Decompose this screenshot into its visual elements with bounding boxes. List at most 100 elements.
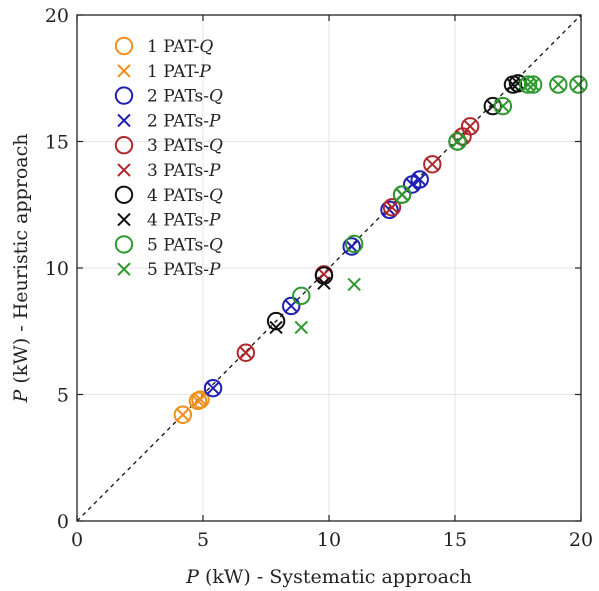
series-1-pat-q	[173, 390, 210, 424]
legend-label: 4 PATs-Q	[147, 186, 223, 206]
circle-marker	[342, 237, 361, 256]
series-2-pats-p	[206, 172, 427, 395]
x-marker	[269, 320, 283, 335]
legend-label-var: P	[208, 161, 221, 181]
x-marker	[413, 172, 427, 187]
circle-marker	[493, 96, 513, 116]
x-marker	[193, 392, 208, 407]
circle-marker	[292, 286, 311, 306]
legend-label-var: Q	[209, 235, 223, 255]
legend-circle-marker	[114, 136, 134, 155]
x-marker	[526, 77, 540, 92]
y-tick-label: 10	[45, 258, 69, 280]
y-tick-label: 5	[57, 385, 69, 407]
legend-label-prefix: 3 PATs-	[147, 161, 209, 181]
circle-marker	[382, 198, 402, 217]
legend-item: 2 PATs-P	[117, 111, 221, 131]
legend-label: 1 PAT-Q	[147, 37, 213, 57]
circle-marker	[523, 75, 543, 94]
x-axis-label-var: P	[185, 566, 200, 588]
circle-marker	[392, 185, 412, 204]
x-marker	[521, 77, 535, 92]
legend-item: 3 PATs-P	[117, 161, 221, 181]
legend-label-var: P	[208, 260, 221, 280]
legend-x-marker	[117, 212, 131, 227]
legend-x-marker	[117, 262, 131, 276]
y-axis-label: P (kW) - Heuristic approach	[10, 134, 32, 404]
y-tick-label: 0	[57, 511, 69, 533]
x-marker	[206, 381, 220, 395]
x-marker	[551, 77, 566, 92]
legend-label-var: Q	[209, 136, 223, 156]
series-5-pats-p	[294, 77, 586, 335]
legend-circle-marker	[114, 86, 134, 105]
legend-item: 5 PATs-Q	[114, 235, 223, 255]
circle-marker	[191, 390, 210, 409]
x-tick-label: 15	[443, 529, 467, 551]
circle-marker	[282, 296, 301, 316]
legend: 1 PAT-Q1 PAT-P2 PATs-Q2 PATs-P3 PATs-Q3 …	[114, 36, 223, 280]
x-tick-label: 20	[569, 529, 593, 551]
legend-item: 2 PATs-Q	[114, 86, 223, 107]
x-marker	[496, 99, 510, 113]
legend-label-prefix: 3 PATs-	[147, 136, 209, 156]
y-tick-label: 15	[45, 132, 69, 154]
legend-label-prefix: 5 PATs-	[147, 260, 209, 280]
legend-item: 5 PATs-P	[117, 260, 221, 280]
series-3-pats-q	[236, 117, 480, 362]
legend-x-marker	[117, 64, 131, 78]
legend-circle-marker	[114, 185, 134, 205]
circle-marker	[423, 155, 442, 174]
legend-x-marker	[117, 113, 131, 128]
x-marker	[176, 408, 190, 422]
x-tick-label: 10	[317, 529, 341, 551]
x-marker	[395, 187, 409, 202]
legend-label-var: Q	[209, 186, 223, 206]
x-marker	[571, 77, 586, 92]
legend-item: 1 PAT-P	[117, 62, 211, 82]
legend-item: 4 PATs-Q	[114, 185, 223, 206]
legend-label-var: P	[198, 62, 211, 82]
legend-label: 2 PATs-Q	[147, 87, 223, 107]
legend-circle-marker	[114, 235, 134, 254]
x-marker	[425, 157, 440, 171]
legend-label-var: Q	[209, 87, 223, 107]
legend-label: 1 PAT-P	[147, 62, 211, 82]
circle-marker	[410, 170, 429, 189]
circle-marker	[549, 75, 568, 94]
circle-marker	[448, 132, 467, 151]
y-axis-label-var: P	[10, 388, 32, 403]
circle-marker	[236, 343, 256, 362]
x-marker	[294, 320, 308, 335]
legend-circle-marker	[114, 36, 134, 56]
legend-label-prefix: 4 PATs-	[147, 211, 209, 231]
circle-marker	[483, 96, 502, 116]
legend-label-var: P	[208, 111, 221, 131]
legend-label: 4 PATs-P	[147, 211, 221, 231]
series-1-pat-p	[176, 392, 208, 422]
series-2-pats-q	[203, 170, 429, 398]
data-points	[173, 74, 588, 424]
legend-item: 4 PATs-P	[117, 211, 221, 231]
legend-label-var: P	[208, 211, 221, 231]
x-marker	[317, 276, 331, 290]
x-tick-label: 5	[197, 529, 209, 551]
x-marker	[450, 134, 465, 149]
legend-label: 5 PATs-P	[147, 260, 221, 280]
y-tick-label: 20	[45, 5, 69, 27]
legend-label-prefix: 4 PATs-	[147, 186, 209, 206]
legend-label-prefix: 5 PATs-	[147, 235, 209, 255]
legend-label-prefix: 1 PAT-	[147, 62, 199, 82]
legend-label: 3 PATs-P	[147, 161, 221, 181]
legend-label-prefix: 1 PAT-	[147, 37, 199, 57]
circle-marker	[569, 75, 588, 94]
circle-marker	[173, 405, 193, 424]
circle-marker	[266, 311, 286, 331]
legend-label-prefix: 2 PATs-	[147, 111, 209, 131]
series-5-pats-q	[292, 75, 588, 306]
legend-label-var: Q	[199, 37, 213, 57]
y-axis-label-rest: (kW) - Heuristic approach	[10, 134, 32, 390]
circle-marker	[460, 117, 480, 136]
x-marker	[463, 119, 477, 134]
